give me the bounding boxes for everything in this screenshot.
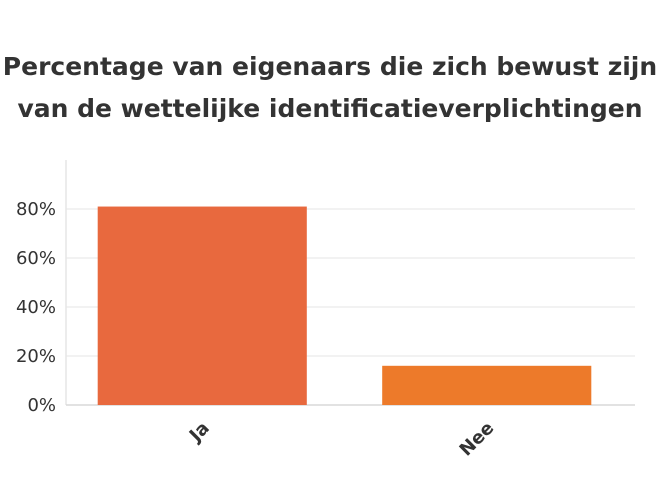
bar-nee bbox=[382, 365, 592, 405]
chart-title-line-1: Percentage van eigenaars die zich bewust… bbox=[2, 52, 658, 81]
chart-title: Percentage van eigenaars die zich bewust… bbox=[0, 46, 660, 130]
y-tick-label: 0% bbox=[27, 395, 56, 416]
y-tick-label: 20% bbox=[16, 346, 56, 367]
y-tick-label: 80% bbox=[16, 199, 56, 220]
bar-ja bbox=[97, 206, 307, 405]
y-tick-label: 60% bbox=[16, 248, 56, 269]
y-tick-label: 40% bbox=[16, 297, 56, 318]
chart-title-line-2: van de wettelijke identificatieverplicht… bbox=[17, 94, 643, 123]
x-tick-label: Ja bbox=[184, 418, 214, 448]
x-tick-label: Nee bbox=[456, 418, 499, 461]
